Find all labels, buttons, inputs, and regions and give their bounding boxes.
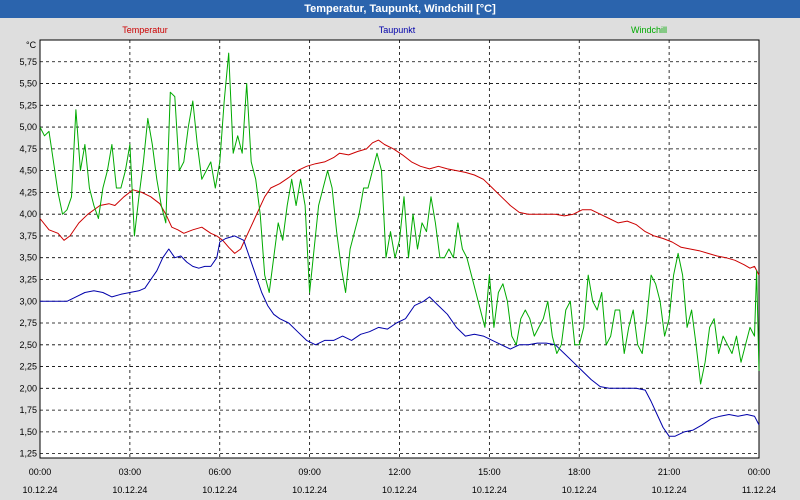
y-tick-label: 1,25 [19,449,37,459]
y-tick-label: 5,50 [19,79,37,89]
y-tick-label: 4,00 [19,209,37,219]
y-tick-label: 4,75 [19,144,37,154]
series-line-temperatur [39,139,760,276]
legend-item-temperatur: Temperatur [122,25,168,35]
x-tick-date: 10.12.24 [202,485,237,495]
y-tick-label: 1,50 [19,427,37,437]
x-tick-time: 21:00 [658,467,681,477]
y-tick-label: 4,50 [19,166,37,176]
legend-item-taupunkt: Taupunkt [379,25,416,35]
x-tick-date: 10.12.24 [562,485,597,495]
y-tick-label: 3,50 [19,253,37,263]
series-line-taupunkt [40,235,760,437]
x-tick-time: 18:00 [568,467,591,477]
x-tick-time: 15:00 [478,467,501,477]
y-tick-label: 5,75 [19,57,37,67]
y-tick-label: 2,25 [19,362,37,372]
x-axis: 00:00 10.12.24 03:00 10.12.24 06:00 10.12.24 0… [22,467,776,495]
y-tick-label: 3,00 [19,296,37,306]
y-tick-label: 3,75 [19,231,37,241]
y-tick-label: 2,75 [19,318,37,328]
y-tick-label: 3,25 [19,274,37,284]
y-tick-label: 5,25 [19,100,37,110]
y-tick-label: 1,75 [19,405,37,415]
series-lines [39,52,760,437]
grid [40,40,759,458]
x-tick-time: 06:00 [208,467,231,477]
x-tick-time: 00:00 [748,467,771,477]
legend-item-windchill: Windchill [631,25,667,35]
chart-title: Temperatur, Taupunkt, Windchill [°C] [0,0,800,18]
x-tick-date: 10.12.24 [292,485,327,495]
x-tick-date: 10.12.24 [22,485,57,495]
y-tick-label: 5,00 [19,122,37,132]
x-tick-time: 00:00 [29,467,52,477]
x-tick-time: 12:00 [388,467,411,477]
y-tick-label: 4,25 [19,187,37,197]
chart-canvas: °C 1,25 1,50 1,75 2,00 2,25 2,50 2,75 3,00 3,25 3… [19,25,776,495]
x-tick-time: 03:00 [119,467,142,477]
x-tick-date: 10.12.24 [472,485,507,495]
x-tick-date: 10.12.24 [112,485,147,495]
series-line-windchill [39,52,760,385]
y-tick-label: 2,00 [19,383,37,393]
x-tick-date: 11.12.24 [742,485,776,495]
y-tick-label: 2,50 [19,340,37,350]
x-tick-time: 09:00 [298,467,321,477]
y-axis-unit: °C [26,40,37,50]
x-tick-date: 10.12.24 [652,485,687,495]
legend: Temperatur Taupunkt Windchill [122,25,667,35]
x-tick-date: 10.12.24 [382,485,417,495]
y-axis: 1,25 1,50 1,75 2,00 2,25 2,50 2,75 3,00 3,25 3,50… [19,57,37,459]
